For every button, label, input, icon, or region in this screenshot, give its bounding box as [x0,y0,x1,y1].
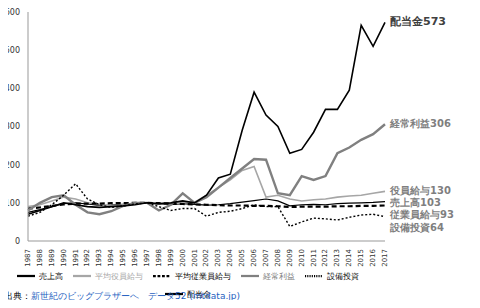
svg-text:2010: 2010 [298,249,306,267]
svg-text:2014: 2014 [345,248,353,266]
html-text:配当金: 配当金 [186,289,211,299]
svg-text:1991: 1991 [72,249,80,267]
svg-text:2015: 2015 [357,249,365,267]
svg-text:1992: 1992 [83,249,91,267]
svg-text:2004: 2004 [226,248,234,266]
html-text:経常利益306: 経常利益306 [390,118,451,129]
svg-text:2013: 2013 [333,249,341,267]
svg-text:2017: 2017 [381,249,389,267]
svg-text:2016: 2016 [369,248,377,266]
html-text:設備投資64: 設備投資64 [390,222,444,233]
html-text:設備投資: 設備投資 [326,271,359,281]
svg-text:1989: 1989 [48,249,56,267]
svg-text:1997: 1997 [143,249,151,267]
html-text:平均役員給与: 平均役員給与 [94,271,143,281]
svg-text:200: 200 [8,161,20,170]
html-text:平均従業員給与: 平均従業員給与 [174,271,231,281]
svg-text:2002: 2002 [202,249,210,267]
html-text:経常利益: 経常利益 [262,271,295,281]
svg-text:1998: 1998 [155,249,163,267]
html-text:売上高103: 売上高103 [390,197,441,208]
svg-text:2000: 2000 [179,249,187,267]
svg-text:0: 0 [15,237,20,246]
svg-text:2007: 2007 [262,249,270,267]
svg-text:2008: 2008 [274,249,282,267]
svg-text:600: 600 [8,8,20,17]
html-text:出典：新世紀のビッグブラザーへ データ52 (mtdata.: 出典：新世紀のビッグブラザーへ データ52 (mtdata.jp) [4,291,240,301]
svg-text:1987: 1987 [24,249,32,267]
svg-text:1999: 1999 [167,249,175,267]
svg-text:1988: 1988 [36,249,44,267]
svg-text:300: 300 [8,122,20,131]
svg-text:1996: 1996 [131,248,139,266]
svg-text:100: 100 [8,199,20,208]
html-text:配当金573: 配当金573 [390,15,446,28]
svg-text:400: 400 [8,84,20,93]
svg-text:2011: 2011 [310,249,318,267]
svg-text:2012: 2012 [321,249,329,267]
svg-text:1993: 1993 [95,249,103,267]
svg-text:1994: 1994 [107,248,115,266]
svg-text:2005: 2005 [238,249,246,267]
svg-text:1995: 1995 [119,249,127,267]
html-text:役員給与130: 役員給与130 [390,185,451,196]
svg-text:1990: 1990 [60,249,68,267]
html-text:従業員給与93: 従業員給与93 [390,209,454,220]
svg-text:2009: 2009 [286,249,294,267]
svg-text:500: 500 [8,46,20,55]
html-text:売上高: 売上高 [38,271,63,281]
svg-text:2001: 2001 [191,249,199,267]
svg-text:2003: 2003 [214,249,222,267]
svg-text:2006: 2006 [250,248,258,266]
